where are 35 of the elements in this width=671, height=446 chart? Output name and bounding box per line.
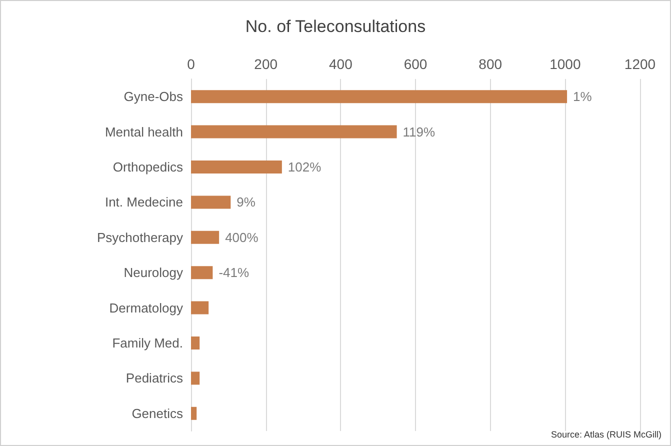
y-tick-label: Neurology [124, 265, 184, 280]
bar [191, 196, 231, 209]
x-tick-label: 0 [187, 56, 196, 72]
bar [191, 266, 213, 280]
y-tick-label: Genetics [132, 406, 184, 421]
annotation: 102% [288, 160, 322, 174]
y-tick-label: Pediatrics [126, 370, 184, 386]
y-tick-label: Int. Medecine [104, 194, 183, 210]
x-tick-label: 200 [254, 56, 278, 72]
bar [191, 230, 220, 244]
annotation: 119% [402, 124, 436, 140]
bar [191, 160, 282, 174]
bar [191, 90, 568, 104]
annotation: 9% [236, 194, 256, 210]
x-tick-label: 400 [328, 56, 353, 72]
y-tick-label: Dermatology [109, 300, 184, 316]
x-tick-label: 1000 [550, 56, 581, 72]
bar [191, 301, 209, 314]
y-tick-label: Gyne-Obs [124, 89, 184, 104]
y-tick-label: Orthopedics [112, 160, 184, 174]
annotation: 1% [573, 89, 592, 104]
annotation: -41% [218, 265, 250, 280]
y-tick-label: Psychotherapy [97, 230, 184, 245]
annotation: 400% [225, 230, 259, 245]
bar [191, 372, 200, 385]
x-tick-label: 1200 [624, 56, 656, 72]
chart-title: No. of Teleconsultations [245, 17, 426, 36]
bar [191, 336, 200, 350]
x-tick-label: 600 [404, 56, 428, 72]
annotation: Source: Atlas (RUIS McGill) [550, 430, 662, 440]
y-tick-label: Family Med. [112, 336, 183, 350]
x-tick-label: 800 [478, 56, 502, 72]
bar [191, 125, 397, 138]
y-tick-label: Mental health [104, 124, 183, 140]
bar [191, 406, 197, 420]
